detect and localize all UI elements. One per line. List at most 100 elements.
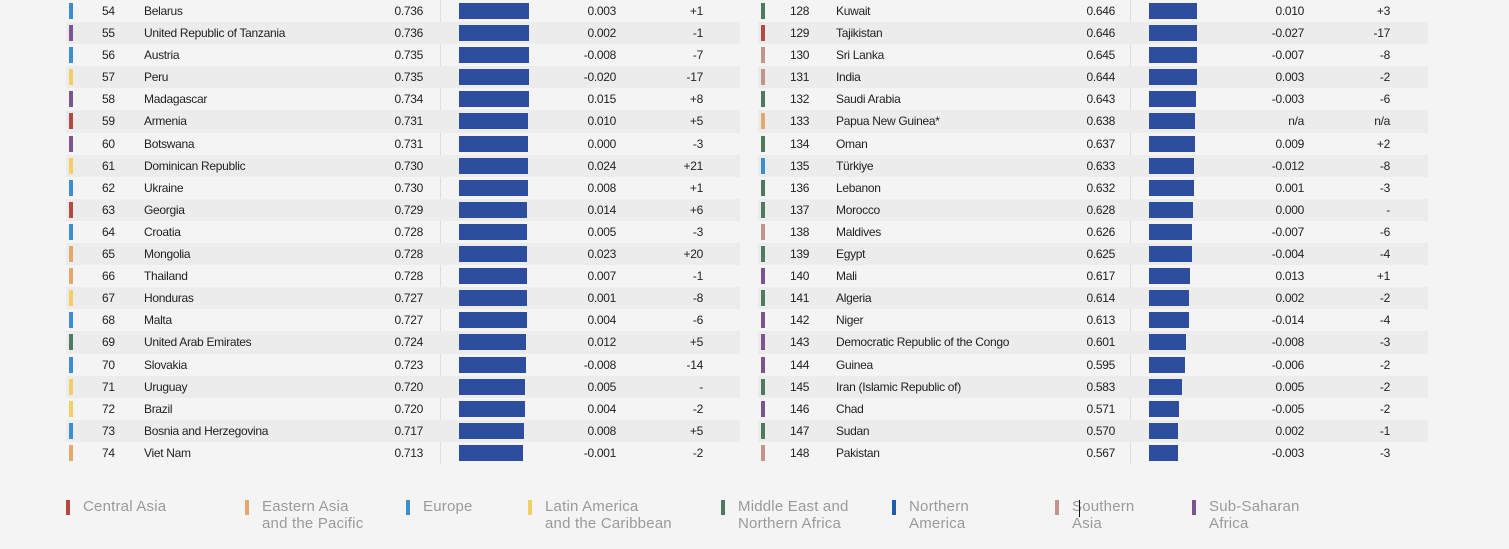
value-change: 0.024: [587, 158, 616, 173]
index-value: 0.583: [1086, 379, 1115, 394]
index-value: 0.617: [1086, 269, 1115, 284]
value-change: -0.008: [1271, 335, 1305, 350]
legend-swatch: [1192, 500, 1196, 515]
value-change: -0.014: [1271, 313, 1305, 328]
rank-change: -2: [692, 445, 703, 460]
region-color-marker: [69, 268, 73, 285]
table-row: 67 Honduras 0.727 0.001 -8: [66, 287, 740, 310]
rank-number: 61: [102, 158, 115, 173]
legend-swatch: [1055, 500, 1059, 515]
index-value: 0.729: [394, 202, 423, 217]
rank-change: -7: [692, 48, 703, 63]
region-color-marker: [69, 3, 73, 19]
value-change: 0.005: [587, 224, 616, 239]
index-bar: [459, 157, 528, 174]
table-row: 142 Niger 0.613 -0.014 -4: [758, 309, 1428, 331]
rank-change: -6: [1379, 224, 1390, 239]
legend-label: Central Asia: [83, 498, 166, 515]
rank-change: -1: [692, 269, 703, 284]
table-row: 140 Mali 0.617 0.013 +1: [758, 265, 1428, 287]
value-change: 0.003: [1275, 70, 1304, 85]
index-bar: [1149, 223, 1193, 240]
value-change: 0.009: [1275, 136, 1304, 151]
rank-change: -2: [1379, 291, 1390, 306]
country-name: Honduras: [144, 291, 194, 306]
text-cursor: [1079, 500, 1080, 517]
legend-label-line: and the Pacific: [262, 515, 364, 532]
rank-number: 138: [790, 224, 810, 239]
value-change: 0.002: [1275, 423, 1304, 438]
table-row: 135 Türkiye 0.633 -0.012 -8: [758, 154, 1428, 177]
index-bar: [459, 334, 527, 351]
rank-change: -8: [1379, 158, 1390, 173]
index-value: 0.717: [394, 423, 423, 438]
country-name: Austria: [144, 48, 180, 63]
rank-number: 63: [102, 202, 115, 217]
index-value: 0.613: [1086, 313, 1115, 328]
value-change: 0.007: [587, 269, 616, 284]
table-row: 144 Guinea 0.595 -0.006 -2: [758, 354, 1428, 376]
rank-number: 131: [790, 70, 810, 85]
table-row: 54 Belarus 0.736 0.003 +1: [66, 0, 740, 22]
country-name: Sri Lanka: [836, 48, 884, 63]
rank-number: 133: [790, 114, 810, 129]
rank-number: 54: [102, 4, 115, 18]
country-name: Uruguay: [144, 379, 188, 394]
table-row: 146 Chad 0.571 -0.005 -2: [758, 398, 1428, 420]
value-change: 0.015: [587, 92, 616, 107]
region-color-marker: [69, 201, 73, 218]
table-row: 130 Sri Lanka 0.645 -0.007 -8: [758, 44, 1428, 66]
rank-number: 129: [790, 26, 810, 41]
index-value: 0.601: [1086, 335, 1115, 350]
region-color-marker: [69, 223, 73, 240]
value-change: 0.010: [1275, 4, 1304, 18]
rank-number: 69: [102, 335, 115, 350]
rank-change: -6: [1379, 92, 1390, 107]
value-change: 0.005: [1275, 379, 1304, 394]
region-color-marker: [761, 334, 765, 351]
region-color-marker: [761, 422, 765, 439]
index-bar: [1149, 312, 1189, 329]
value-change: 0.023: [587, 247, 616, 262]
rank-change: -2: [1379, 401, 1390, 416]
index-value: 0.736: [394, 4, 423, 18]
country-name: Botswana: [144, 136, 195, 151]
index-bar: [459, 91, 529, 108]
index-value: 0.626: [1086, 224, 1115, 239]
country-name: Malta: [144, 313, 172, 328]
table-row: 147 Sudan 0.570 0.002 -1: [758, 419, 1428, 442]
rank-number: 139: [790, 247, 810, 262]
legend-swatch: [892, 500, 896, 515]
region-color-marker: [761, 69, 765, 86]
rank-change: -17: [686, 70, 704, 85]
value-change: 0.013: [1275, 269, 1304, 284]
rank-change: -1: [692, 26, 703, 41]
index-value: 0.735: [394, 70, 423, 85]
legend-label: Eastern Asia and the Pacific: [262, 498, 363, 532]
rank-change: -1: [1379, 423, 1390, 438]
index-bar: [459, 268, 528, 285]
legend-label-line: Africa: [1209, 515, 1249, 532]
country-name: Morocco: [836, 202, 880, 217]
index-bar: [459, 3, 530, 19]
country-name: Lebanon: [836, 180, 881, 195]
value-change: 0.003: [587, 4, 616, 18]
rank-change: +1: [689, 180, 703, 195]
table-row: 141 Algeria 0.614 0.002 -2: [758, 287, 1428, 310]
rank-change: -8: [1379, 48, 1390, 63]
rank-change: n/a: [1374, 114, 1390, 129]
table-row: 139 Egypt 0.625 -0.004 -4: [758, 243, 1428, 266]
legend-item-northern-america: Northern America: [892, 498, 969, 532]
value-change: -0.004: [1271, 247, 1305, 262]
table-row: 55 United Republic of Tanzania 0.736 0.002 -…: [66, 22, 740, 45]
left-ranking-table: 54 Belarus 0.736 0.003 +1 55 United Republic o…: [66, 0, 740, 464]
value-change: 0.002: [587, 26, 616, 41]
rank-number: 148: [790, 445, 810, 460]
rank-change: -3: [1379, 335, 1390, 350]
rank-change: +1: [689, 4, 703, 18]
value-change: 0.004: [587, 313, 616, 328]
region-color-marker: [761, 246, 765, 263]
legend-label: Middle East and Northern Africa: [738, 498, 849, 532]
rank-change: +21: [683, 158, 704, 173]
country-name: Bosnia and Herzegovina: [144, 423, 269, 438]
